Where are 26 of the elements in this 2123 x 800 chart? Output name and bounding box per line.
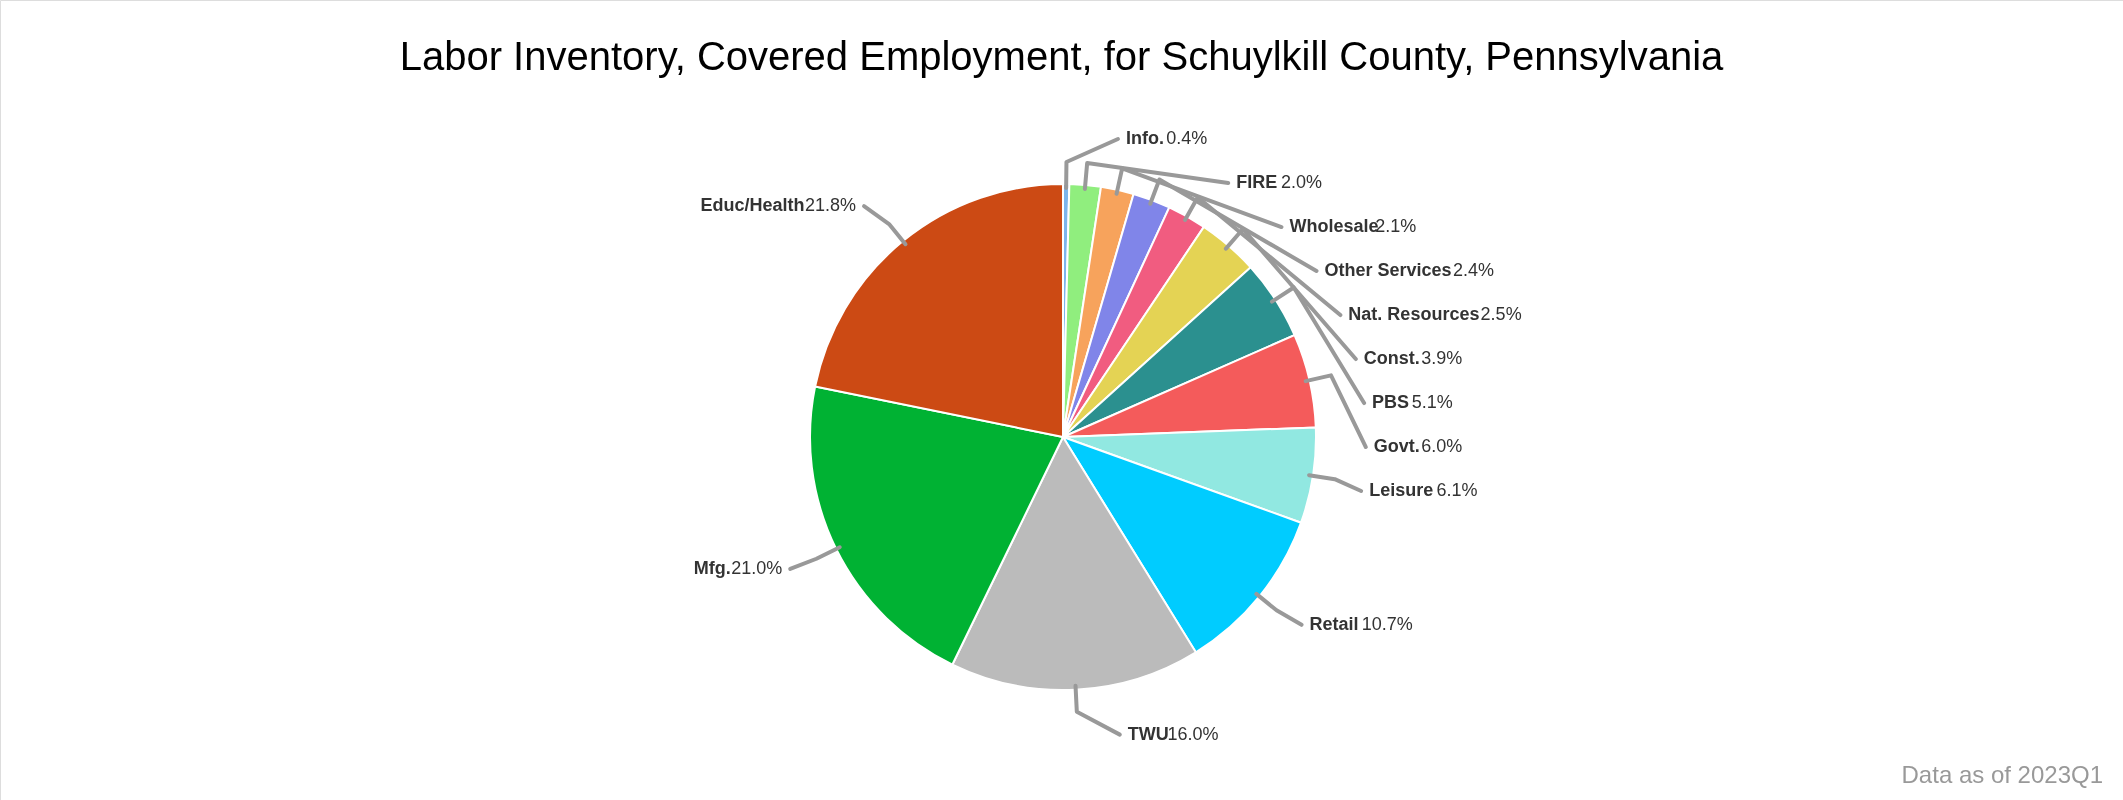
data-label: 10.7%: [1361, 613, 1413, 634]
slice-label: Info.: [1125, 128, 1164, 149]
slice-label: Other Services: [1324, 260, 1452, 281]
slice-label: Nat. Resources: [1348, 304, 1480, 325]
slice-label: Const.: [1363, 348, 1420, 369]
slice-label: Mfg.: [693, 557, 731, 578]
slice-label: TWU: [1127, 723, 1169, 744]
slice-label: PBS: [1372, 392, 1410, 413]
data-label: 0.4%: [1166, 128, 1208, 149]
chart-title: Labor Inventory, Covered Employment, for Schuylkill County, Pennsylvania: [399, 34, 1725, 78]
slice-label: Leisure: [1369, 480, 1434, 501]
slice-label: Retail: [1309, 613, 1359, 634]
slice-label: Educ/Health: [700, 195, 805, 216]
data-label: 2.4%: [1452, 260, 1494, 281]
data-label: 2.0%: [1281, 172, 1323, 193]
text: Data as of 2023Q1: [1901, 761, 2103, 788]
data-label: 2.5%: [1480, 304, 1522, 325]
data-label: 6.1%: [1436, 480, 1478, 501]
data-label: 3.9%: [1421, 348, 1463, 369]
slice-label: Govt.: [1373, 436, 1420, 457]
slice-label: FIRE: [1236, 172, 1278, 193]
data-label: 16.0%: [1167, 723, 1219, 744]
data-label: 21.0%: [731, 557, 783, 578]
data-label: 5.1%: [1411, 392, 1453, 413]
data-label: 6.0%: [1421, 436, 1463, 457]
data-label: 21.8%: [805, 195, 857, 216]
